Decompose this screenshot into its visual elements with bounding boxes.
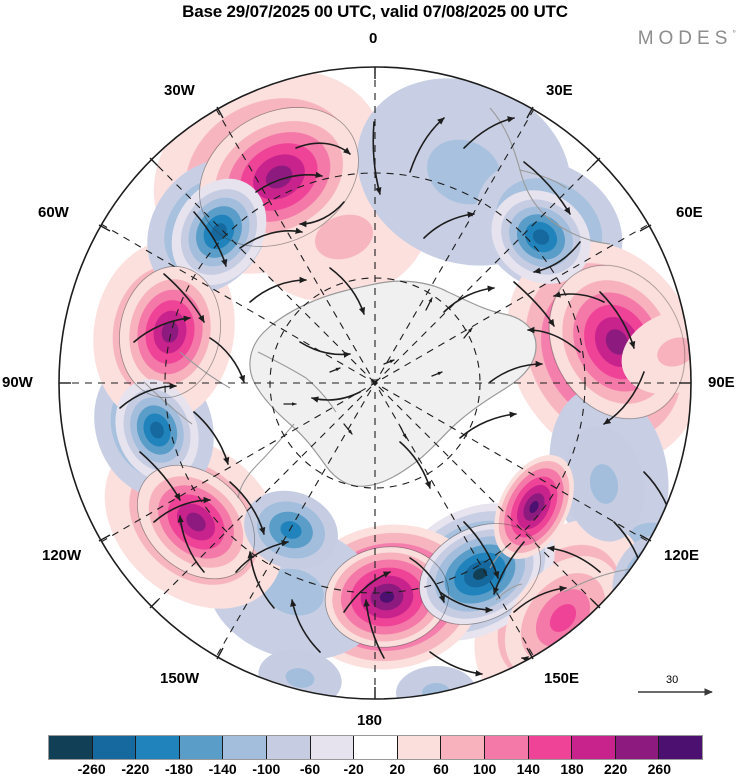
- colorbar-swatch: [266, 736, 311, 759]
- contour-cell: [396, 665, 476, 699]
- lon-label-150w: 150W: [160, 670, 200, 687]
- lon-label-30e: 30E: [546, 82, 573, 99]
- lon-label-60e: 60E: [676, 204, 703, 221]
- lon-label-120e: 120E: [664, 547, 700, 564]
- colorbar-tick-label: -220: [121, 761, 150, 777]
- colorbar-tick-label: 100: [472, 761, 497, 777]
- lon-label-150e: 150E: [544, 670, 580, 687]
- colorbar-tick-label: 180: [560, 761, 584, 777]
- colorbar-tick-label: -100: [252, 761, 281, 777]
- colorbar-tick-label: 60: [433, 761, 449, 777]
- polar-map: 0 30E 60E 90E 120E 150E 180 150W 120W 90…: [2, 30, 735, 729]
- colorbar-swatch: [484, 736, 529, 759]
- modes-logo-mark: °: [732, 28, 736, 39]
- graticule: [59, 67, 691, 699]
- field-shading: [59, 67, 691, 699]
- colorbar-tick-label: 220: [603, 761, 628, 777]
- colorbar-swatch: [92, 736, 137, 759]
- lon-label-120w: 120W: [42, 547, 82, 564]
- globe-ticks: [59, 67, 691, 699]
- wind-vectors-small: [283, 297, 473, 439]
- colorbar-swatch: [136, 736, 180, 759]
- lon-label-90w: 90W: [2, 374, 33, 391]
- reference-vector: 30: [636, 674, 736, 716]
- colorbar-swatch: [49, 736, 93, 759]
- colorbar-swatch: [310, 736, 355, 759]
- polar-map-svg: [58, 66, 692, 700]
- contour-cell: [171, 178, 267, 286]
- antarctica-landmass: [249, 280, 537, 487]
- lon-label-180: 180: [357, 712, 383, 729]
- reference-vector-label: 30: [666, 674, 679, 686]
- modes-logo-text: MODES: [637, 28, 733, 49]
- colorbar-swatch: [528, 736, 573, 759]
- modes-logo: MODES°: [638, 28, 736, 50]
- lon-label-30w: 30W: [164, 82, 195, 99]
- contour-cell: [325, 546, 449, 648]
- colorbar-tick-label: 260: [647, 761, 672, 777]
- colorbar-swatch: [615, 736, 660, 759]
- contour-cell: [563, 426, 645, 542]
- page-title: Base 29/07/2025 00 UTC, valid 07/08/2025…: [182, 2, 568, 21]
- lon-label-0: 0: [369, 30, 378, 47]
- colorbar-swatch: [659, 736, 702, 759]
- colorbar-ticks: -260 -220 -180 -140 -100 -60 -20 20 60 100 140 180 2…: [48, 761, 703, 781]
- colorbar: [48, 735, 703, 760]
- contour-cell: [494, 455, 574, 559]
- colorbar-tick-label: 20: [389, 761, 406, 777]
- reference-vector-arrow: [638, 688, 713, 696]
- colorbar-swatch: [223, 736, 267, 759]
- wind-vectors: [119, 116, 676, 677]
- colorbar-tick-label: 140: [516, 761, 541, 777]
- colorbar-swatch: [572, 736, 616, 759]
- colorbar-tick-label: -180: [164, 761, 194, 777]
- lon-label-60w: 60W: [38, 204, 69, 221]
- contour-cell: [137, 465, 255, 579]
- colorbar-swatch: [397, 736, 442, 759]
- contour-cell: [244, 490, 338, 570]
- colorbar-tick-label: -20: [343, 761, 364, 777]
- colorbar-tick-label: -60: [299, 761, 321, 777]
- colorbar-tick-label: -260: [77, 761, 106, 777]
- colorbar-swatch: [179, 736, 224, 759]
- lon-label-90e: 90E: [708, 374, 735, 391]
- colorbar-tick-label: -140: [208, 761, 237, 777]
- colorbar-swatch: [354, 736, 398, 759]
- contour-lines: [119, 107, 686, 648]
- colorbar-swatch: [441, 736, 485, 759]
- contour-cell: [621, 309, 691, 395]
